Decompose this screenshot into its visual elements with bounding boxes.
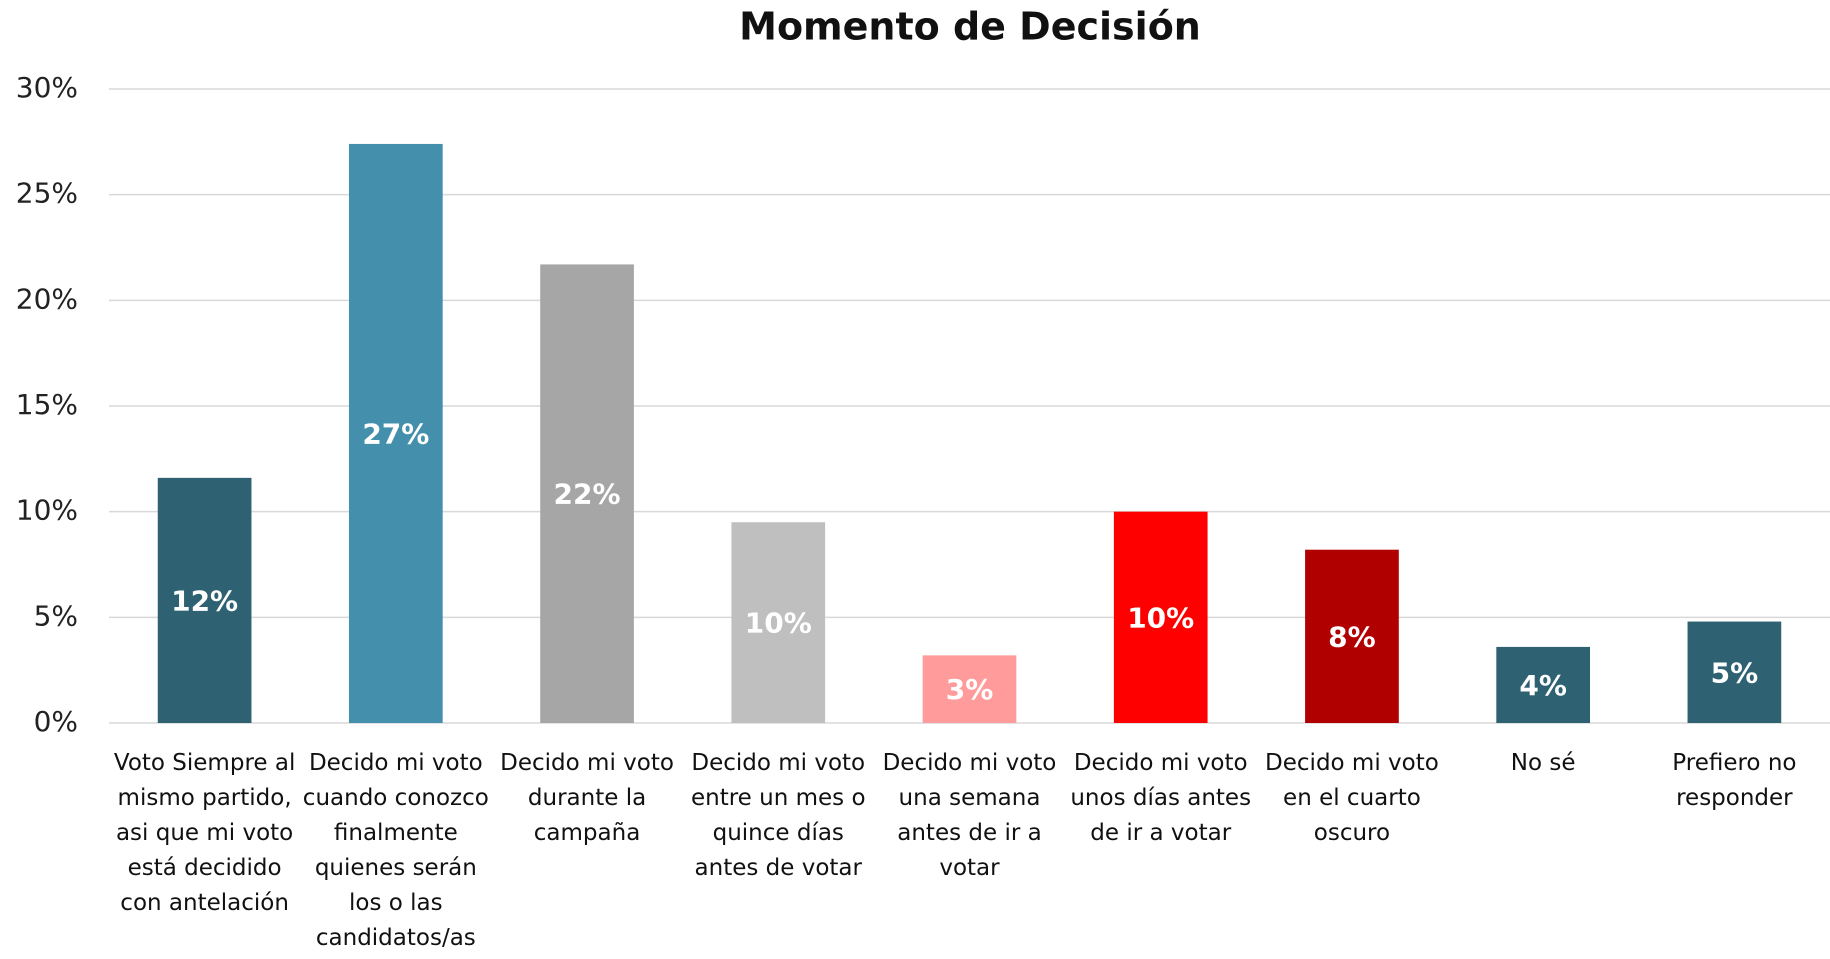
x-tick-label: Decido mi voto cuando conozco finalmente… [302,750,489,951]
bar [540,264,634,723]
x-tick-label: Decido mi voto durante la campaña [500,750,674,846]
x-tick-label: Decido mi voto en el cuarto oscuro [1265,750,1439,846]
chart-title: Momento de Decisión [739,5,1201,49]
x-tick-label: Decido mi voto entre un mes o quince día… [690,750,866,881]
y-tick-label: 15% [16,388,78,421]
y-tick-label: 0% [34,705,78,738]
x-tick-label: Decido mi voto una semana antes de ir a … [882,750,1057,881]
data-label: 22% [554,478,621,511]
bar [1687,621,1782,723]
y-tick-label: 25% [16,177,78,210]
bar [157,477,252,723]
data-label: 4% [1519,669,1567,702]
bar [1113,511,1208,723]
data-label: 10% [745,607,812,640]
x-tick-label: No sé [1510,750,1576,776]
data-label: 8% [1328,620,1376,653]
y-tick-label: 20% [16,282,78,315]
data-label: 3% [946,673,994,706]
x-tick-label: Voto Siempre al mismo partido, asi que m… [113,750,296,916]
bar [731,522,826,723]
y-tick-label: 10% [16,494,78,527]
data-label: 27% [362,417,429,450]
x-tick-label: Prefiero no responder [1672,750,1797,811]
y-tick-label: 30% [16,71,78,104]
data-label: 5% [1711,656,1759,689]
bar [1496,646,1591,723]
bar [348,143,443,724]
bar [1305,549,1399,723]
data-label: 10% [1127,601,1194,634]
data-label: 12% [171,584,238,617]
y-tick-label: 5% [34,599,78,632]
x-tick-label: Decido mi voto unos días antes de ir a v… [1070,750,1252,846]
bar [922,655,1017,723]
